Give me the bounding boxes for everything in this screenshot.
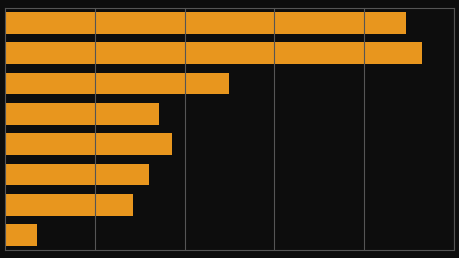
- Bar: [5, 72, 230, 94]
- Bar: [5, 164, 149, 186]
- Bar: [5, 194, 133, 216]
- Bar: [5, 103, 159, 125]
- Bar: [5, 133, 172, 155]
- Bar: [5, 42, 422, 64]
- Bar: [5, 224, 37, 246]
- Bar: [5, 12, 406, 34]
